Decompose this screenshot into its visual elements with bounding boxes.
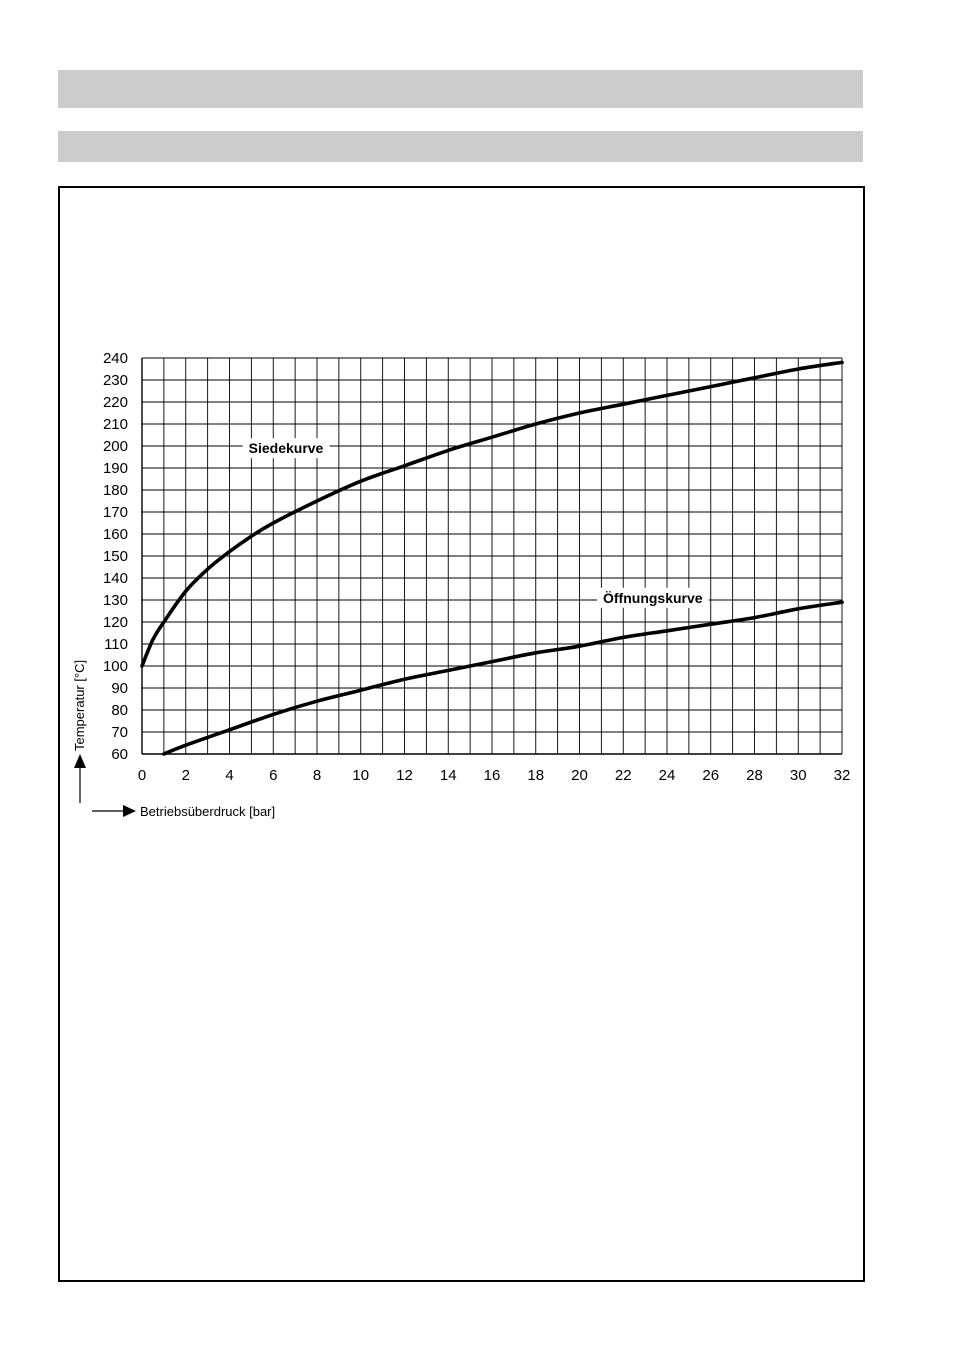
y-tick-label: 60 bbox=[111, 746, 128, 763]
y-tick-label: 140 bbox=[103, 570, 128, 587]
y-tick-label: 120 bbox=[103, 614, 128, 631]
x-tick-label: 30 bbox=[790, 767, 807, 784]
y-tick-label: 190 bbox=[103, 460, 128, 477]
x-tick-label: 10 bbox=[352, 767, 369, 784]
x-tick-label: 16 bbox=[484, 767, 501, 784]
x-axis-arrow-head bbox=[123, 805, 136, 817]
y-tick-label: 150 bbox=[103, 548, 128, 565]
series-line-siedekurve bbox=[140, 360, 844, 668]
x-tick-label: 12 bbox=[396, 767, 413, 784]
chart: 6070809010011012013014015016017018019020… bbox=[72, 350, 850, 819]
x-tick-label: 26 bbox=[702, 767, 719, 784]
x-axis-title: Betriebsüberdruck [bar] bbox=[140, 804, 275, 819]
figure-frame: 60 70 80 90 100 110 120 130 140 150 160 170 180 190 20… bbox=[58, 186, 865, 1282]
y-tick-label: 200 bbox=[103, 438, 128, 455]
y-tick-label: 220 bbox=[103, 394, 128, 411]
series-line-oeffnungskurve bbox=[162, 600, 844, 756]
chart-grid bbox=[141, 357, 843, 755]
series-label-oeffnungskurve-group: Öffnungskurve bbox=[597, 587, 709, 608]
x-tick-label: 18 bbox=[527, 767, 544, 784]
y-tick-label: 170 bbox=[103, 504, 128, 521]
y-axis-title: Temperatur [°C] bbox=[72, 660, 87, 751]
y-tick-label: 160 bbox=[103, 526, 128, 543]
header-bar-top bbox=[58, 70, 863, 108]
x-tick-label: 0 bbox=[138, 767, 146, 784]
y-axis-arrow-head bbox=[74, 754, 86, 768]
y-tick-label: 230 bbox=[103, 372, 128, 389]
x-tick-label: 2 bbox=[182, 767, 190, 784]
y-tick-label: 130 bbox=[103, 592, 128, 609]
series-label-siedekurve: Siedekurve bbox=[249, 440, 324, 456]
x-tick-label: 4 bbox=[225, 767, 233, 784]
y-tick-label: 90 bbox=[111, 680, 128, 697]
x-tick-label: 20 bbox=[571, 767, 588, 784]
x-tick-label: 32 bbox=[834, 767, 851, 784]
y-tick-label: 70 bbox=[111, 724, 128, 741]
y-tick-label: 240 bbox=[103, 350, 128, 367]
chart-axes: Temperatur [°C] Betriebsüberdruck [bar] bbox=[72, 660, 275, 819]
x-tick-label: 24 bbox=[659, 767, 676, 784]
y-tick-label: 210 bbox=[103, 416, 128, 433]
series-label-oeffnungskurve-background bbox=[597, 587, 709, 608]
series-label-siedekurve-group: Siedekurve bbox=[242, 438, 330, 459]
series-label-siedekurve-background bbox=[242, 438, 330, 459]
y-tick-label: 110 bbox=[104, 636, 128, 653]
x-tick-label: 22 bbox=[615, 767, 632, 784]
chart-labels: 6070809010011012013014015016017018019020… bbox=[103, 350, 850, 784]
x-tick-label: 14 bbox=[440, 767, 457, 784]
y-tick-label: 180 bbox=[103, 482, 128, 499]
y-tick-label: 80 bbox=[111, 702, 128, 719]
x-tick-label: 6 bbox=[269, 767, 277, 784]
x-tick-label: 28 bbox=[746, 767, 763, 784]
chart-curves bbox=[140, 360, 844, 756]
y-tick-label: 100 bbox=[103, 658, 128, 675]
header-bar-sub bbox=[58, 131, 863, 162]
x-tick-label: 8 bbox=[313, 767, 321, 784]
series-label-oeffnungskurve: Öffnungskurve bbox=[603, 590, 703, 606]
